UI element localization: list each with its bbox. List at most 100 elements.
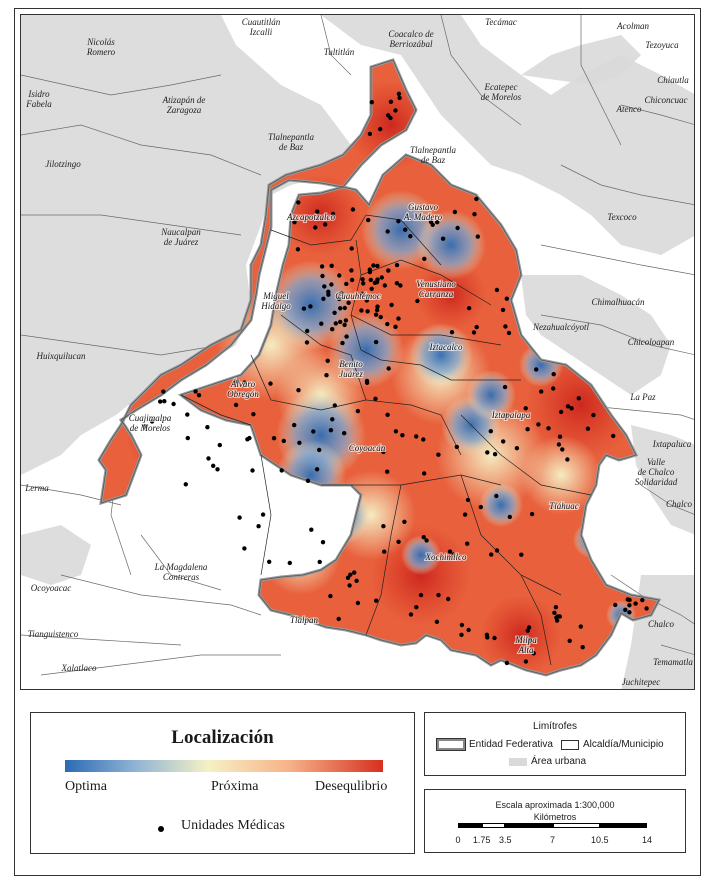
place-labels: Cuautitlán Izcalli Nicolás Romero Isidro Fabe… [24, 17, 693, 687]
medical-unit-dot-95 [569, 406, 574, 411]
scale-title: Escala aproximada 1:300,000 [495, 800, 615, 810]
medical-unit-dot-2 [386, 113, 391, 118]
label-line: Iztacalco [429, 342, 463, 352]
legend-label-desequilibrio: Desequlibrio [315, 779, 388, 794]
label-gustavo-madero: Gustavo A. Madero [403, 202, 443, 222]
medical-unit-dot-214 [500, 307, 506, 313]
label-line: Cuajimalpa [129, 413, 172, 423]
medical-unit-dot-18 [403, 227, 408, 232]
label-line: Texcoco [607, 212, 637, 222]
medical-unit-dot-193 [640, 597, 645, 603]
medical-unit-dot-180 [552, 610, 557, 615]
medical-unit-dot-113 [211, 463, 216, 468]
label-line: Xochimilco [425, 552, 467, 562]
scale-tick-label: 1.75 [472, 835, 491, 845]
medical-unit-dot-110 [250, 468, 255, 473]
medical-unit-dot-40 [322, 284, 327, 289]
medical-unit-dot-155 [352, 570, 357, 575]
medical-unit-dot-62 [233, 402, 239, 408]
label-line: Juchitepec [622, 677, 660, 687]
label-coacalco: Coacalco de Berriozábal [388, 29, 433, 49]
medical-unit-dot-21 [361, 281, 366, 286]
medical-unit-dot-49 [364, 380, 370, 385]
label-line: Solidaridad [635, 477, 678, 487]
medical-unit-dot-90 [534, 367, 539, 372]
medical-unit-dot-181 [578, 624, 583, 629]
label-line: Álvaro [230, 379, 256, 389]
medical-unit-dot-58 [271, 436, 277, 441]
medical-unit-dot-235 [367, 269, 373, 275]
label-line: Hidalgo [260, 301, 291, 311]
medical-unit-dot-5 [378, 126, 383, 132]
label-line: Fabela [25, 99, 52, 109]
medical-unit-dot-1 [369, 100, 374, 105]
figure-frame [14, 8, 701, 876]
alcaldia-boundary-13 [520, 574, 552, 666]
medical-unit-dot-80 [421, 437, 426, 442]
urban-area-3 [631, 425, 694, 535]
medical-unit-dot-7 [388, 99, 394, 105]
medical-unit-dot-162 [408, 612, 414, 617]
medical-unit-dot-151 [478, 504, 483, 510]
label-cuautitlan-izcalli: Cuautitlán Izcalli [242, 17, 281, 37]
medical-unit-dot-220 [349, 268, 354, 273]
limitrofes-alcaldia-row: Alcaldía/Municipio [561, 739, 664, 750]
medical-unit-dot-184 [553, 605, 559, 610]
label-venustiano: Venustiano Carranza [416, 279, 456, 299]
medical-unit-dot-53 [373, 396, 378, 401]
medical-unit-dot-197 [625, 597, 630, 602]
medical-unit-dot-106 [565, 457, 570, 462]
medical-unit-dot-112 [217, 442, 222, 448]
label-nicolas-romero: Nicolás Romero [86, 37, 116, 57]
medical-unit-dot-202 [452, 209, 458, 215]
label-temamatla: Temamatla [653, 657, 693, 667]
medical-unit-dot-96 [502, 384, 508, 390]
label-jilotzingo: Jilotzingo [45, 159, 81, 169]
label-azcapotzalco: Azcapotzalco [286, 212, 335, 222]
medical-unit-dot-136 [396, 539, 401, 544]
label-chimalhuacan: Chimalhuacán [592, 297, 645, 307]
medical-unit-dot-200 [435, 220, 440, 225]
label-naucalpan: Naucalpan de Juárez [160, 227, 201, 247]
medical-unit-dot-201 [474, 196, 479, 202]
medical-unit-dot-60 [268, 381, 273, 386]
medical-unit-dot-207 [449, 330, 455, 335]
label-line: Atenco [616, 104, 642, 114]
scale-segment [552, 823, 600, 828]
medical-unit-dot-52 [325, 358, 330, 363]
medical-unit-dot-128 [309, 527, 314, 532]
medical-unit-dot-234 [336, 296, 342, 302]
medical-unit-dot-85 [523, 406, 528, 411]
medical-unit-dot-97 [536, 422, 541, 427]
alcaldia-boundary-15 [260, 454, 272, 576]
label-line: Tlalnepantla [268, 132, 315, 142]
medical-unit-dot-213 [503, 324, 508, 329]
municipal-line-0 [21, 74, 222, 96]
medical-unit-dot-135 [447, 549, 453, 554]
medical-unit-dot-87 [514, 446, 520, 451]
medical-unit-dot-215 [471, 330, 477, 335]
label-line: de Chalco [638, 467, 675, 477]
medical-unit-dot-160 [355, 600, 361, 606]
medical-unit-dot-105 [560, 447, 565, 452]
label-line: Chalco [648, 619, 674, 629]
medical-unit-dot-141 [381, 524, 386, 529]
medical-unit-dot-237 [326, 292, 331, 297]
medical-unit-dot-143 [421, 535, 426, 540]
medical-unit-dot-114 [205, 425, 210, 430]
medical-unit-dot-64 [342, 431, 347, 436]
medical-unit-dot-67 [311, 429, 316, 434]
scale-tick-label: 14 [641, 835, 653, 845]
intensity-blob-25 [466, 370, 516, 420]
label-line: Tezoyuca [645, 40, 679, 50]
legend-label-optima: Optima [65, 779, 107, 794]
medical-unit-dot-144 [507, 514, 512, 520]
label-line: de Morelos [481, 92, 522, 102]
medical-unit-dot-239 [375, 304, 380, 309]
medical-unit-dot-33 [374, 307, 380, 313]
medical-unit-dot-16 [295, 247, 301, 252]
label-line: Xalatlaco [61, 663, 97, 673]
map-panel: Cuautitlán Izcalli Nicolás Romero Isidro Fabe… [20, 14, 695, 690]
label-line: Tultitlán [324, 47, 355, 57]
medical-unit-dot-39 [333, 321, 338, 326]
